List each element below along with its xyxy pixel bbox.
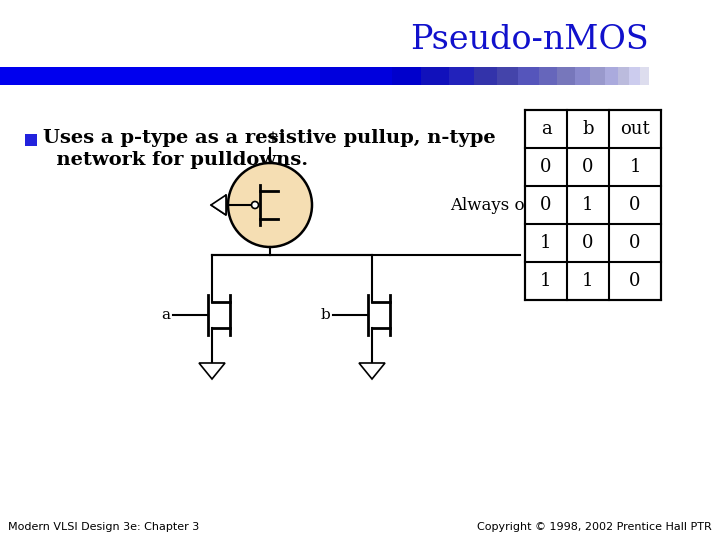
- Text: 1: 1: [540, 234, 552, 252]
- Bar: [421, 67, 449, 85]
- Text: Copyright © 1998, 2002 Prentice Hall PTR: Copyright © 1998, 2002 Prentice Hall PTR: [477, 522, 712, 532]
- Text: 1: 1: [582, 272, 594, 290]
- Bar: [25, 134, 37, 146]
- Bar: [605, 67, 618, 85]
- Text: 0: 0: [629, 234, 641, 252]
- Bar: [449, 67, 474, 85]
- Polygon shape: [199, 363, 225, 379]
- Text: +: +: [265, 130, 279, 146]
- Text: network for pulldowns.: network for pulldowns.: [43, 151, 308, 169]
- Text: 0: 0: [540, 196, 552, 214]
- Bar: [590, 67, 605, 85]
- Text: a: a: [541, 120, 552, 138]
- Bar: [525, 110, 661, 300]
- Text: 1: 1: [540, 272, 552, 290]
- Bar: [629, 67, 640, 85]
- Text: 0: 0: [629, 272, 641, 290]
- Bar: [0, 67, 320, 85]
- Bar: [557, 67, 575, 85]
- Text: 0: 0: [582, 234, 594, 252]
- Text: 0: 0: [582, 158, 594, 176]
- Text: out: out: [525, 248, 550, 262]
- Text: Always on.: Always on.: [450, 197, 541, 213]
- Bar: [474, 67, 497, 85]
- Bar: [640, 67, 649, 85]
- Bar: [575, 67, 590, 85]
- Polygon shape: [211, 195, 226, 215]
- Bar: [618, 67, 629, 85]
- Text: 1: 1: [629, 158, 641, 176]
- Bar: [497, 67, 518, 85]
- Text: a: a: [161, 308, 170, 322]
- Text: 1: 1: [582, 196, 594, 214]
- Text: Modern VLSI Design 3e: Chapter 3: Modern VLSI Design 3e: Chapter 3: [8, 522, 199, 532]
- Text: Pseudo-nMOS: Pseudo-nMOS: [410, 24, 649, 56]
- Circle shape: [251, 201, 258, 208]
- Polygon shape: [359, 363, 385, 379]
- Text: b: b: [320, 308, 330, 322]
- Text: out: out: [620, 120, 650, 138]
- Text: 0: 0: [629, 196, 641, 214]
- Bar: [518, 67, 539, 85]
- Text: b: b: [582, 120, 594, 138]
- Text: 0: 0: [540, 158, 552, 176]
- Bar: [320, 67, 360, 85]
- Circle shape: [228, 163, 312, 247]
- Bar: [360, 67, 392, 85]
- Bar: [539, 67, 557, 85]
- Text: Uses a p-type as a resistive pullup, n-type: Uses a p-type as a resistive pullup, n-t…: [43, 129, 495, 147]
- Bar: [392, 67, 421, 85]
